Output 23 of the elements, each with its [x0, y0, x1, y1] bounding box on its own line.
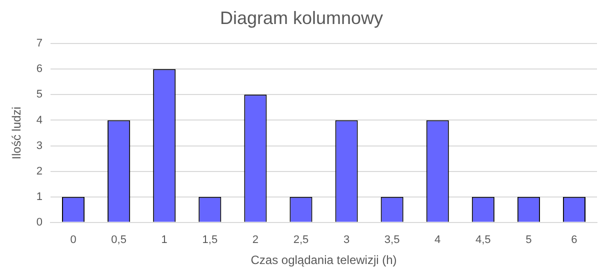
- y-tick-label: 4: [36, 114, 43, 126]
- x-tick-label: 1,5: [202, 234, 218, 246]
- x-tick-label: 0: [70, 234, 76, 246]
- x-tick-label: 6: [571, 234, 578, 246]
- chart-title: Diagram kolumnowy: [220, 8, 384, 28]
- x-tick-label: 3,5: [384, 234, 400, 246]
- x-axis-title: Czas oglądania telewizji (h): [250, 253, 397, 268]
- x-tick-label: 3: [343, 234, 350, 246]
- y-tick-label: 1: [36, 190, 43, 203]
- x-tick-label: 4,5: [476, 234, 491, 246]
- x-tick-label: 2,5: [293, 234, 309, 246]
- y-tick-label: 2: [36, 165, 43, 178]
- x-tick-label: 0,5: [111, 234, 126, 246]
- x-tick-label: 4: [434, 234, 441, 246]
- y-tick-label: 7: [36, 38, 43, 50]
- y-tick-label: 5: [36, 88, 43, 101]
- y-axis-title: Ilość ludzi: [10, 106, 24, 160]
- y-tick-label: 6: [36, 63, 43, 76]
- y-tick-label: 0: [36, 216, 43, 228]
- x-tick-label: 5: [526, 234, 532, 246]
- x-tick-label: 2: [252, 234, 259, 246]
- x-tick-label: 1: [161, 234, 168, 246]
- y-tick-label: 3: [36, 140, 43, 152]
